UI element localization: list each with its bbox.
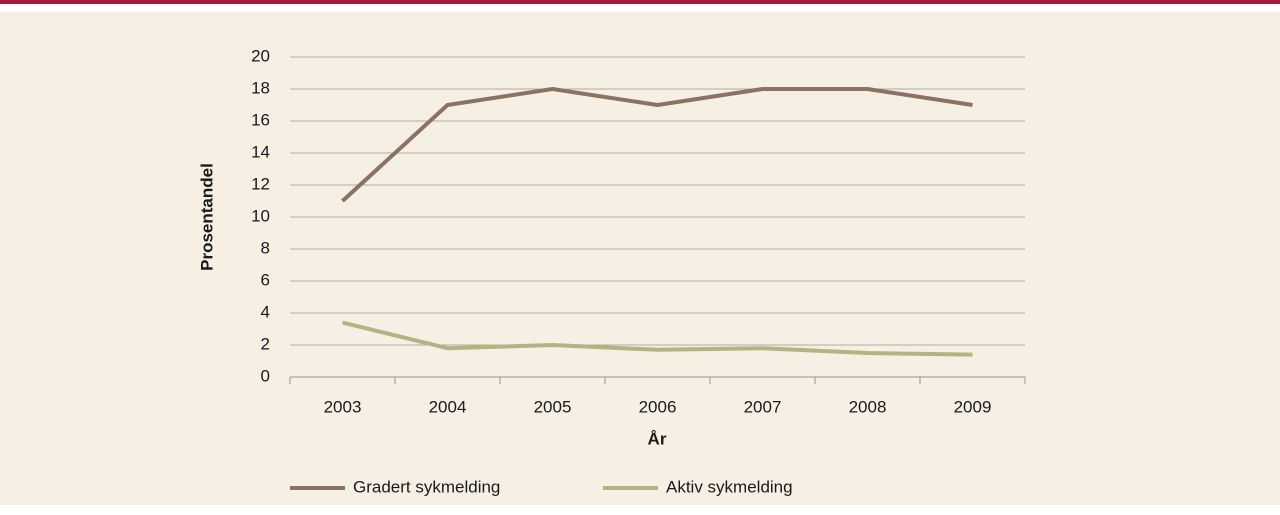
y-tick-label: 4 bbox=[261, 302, 270, 321]
y-tick-label: 16 bbox=[251, 110, 270, 129]
x-tick-label: 2008 bbox=[849, 397, 887, 416]
y-tick-label: 8 bbox=[261, 238, 270, 257]
y-tick-label: 10 bbox=[251, 206, 270, 225]
x-tick-label: 2005 bbox=[534, 397, 572, 416]
y-tick-label: 0 bbox=[261, 366, 270, 385]
y-axis-label: Prosentandel bbox=[197, 163, 216, 271]
chart-background bbox=[0, 12, 1280, 505]
x-tick-label: 2006 bbox=[639, 397, 677, 416]
top-border bbox=[0, 0, 1280, 4]
y-tick-label: 2 bbox=[261, 334, 270, 353]
y-tick-label: 20 bbox=[251, 46, 270, 65]
y-tick-label: 14 bbox=[251, 142, 270, 161]
series-line bbox=[341, 87, 973, 203]
legend-label: Aktiv sykmelding bbox=[666, 477, 793, 496]
y-tick-label: 6 bbox=[261, 270, 270, 289]
x-tick-label: 2004 bbox=[429, 397, 467, 416]
x-tick-label: 2007 bbox=[744, 397, 782, 416]
x-axis-label: År bbox=[648, 429, 667, 448]
y-tick-label: 18 bbox=[251, 78, 270, 97]
x-tick-label: 2003 bbox=[324, 397, 362, 416]
legend-label: Gradert sykmelding bbox=[353, 477, 500, 496]
y-tick-label: 12 bbox=[251, 174, 270, 193]
series-line bbox=[342, 320, 973, 357]
x-tick-label: 2009 bbox=[954, 397, 992, 416]
